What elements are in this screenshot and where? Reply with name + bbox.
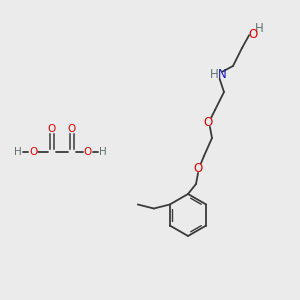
Text: O: O xyxy=(29,147,37,157)
Text: N: N xyxy=(218,68,226,80)
Text: O: O xyxy=(68,124,76,134)
Text: H: H xyxy=(14,147,22,157)
Text: O: O xyxy=(194,161,202,175)
Text: O: O xyxy=(203,116,213,128)
Text: H: H xyxy=(99,147,107,157)
Text: O: O xyxy=(248,28,258,40)
Text: H: H xyxy=(210,68,218,80)
Text: O: O xyxy=(48,124,56,134)
Text: O: O xyxy=(84,147,92,157)
Text: H: H xyxy=(255,22,263,34)
